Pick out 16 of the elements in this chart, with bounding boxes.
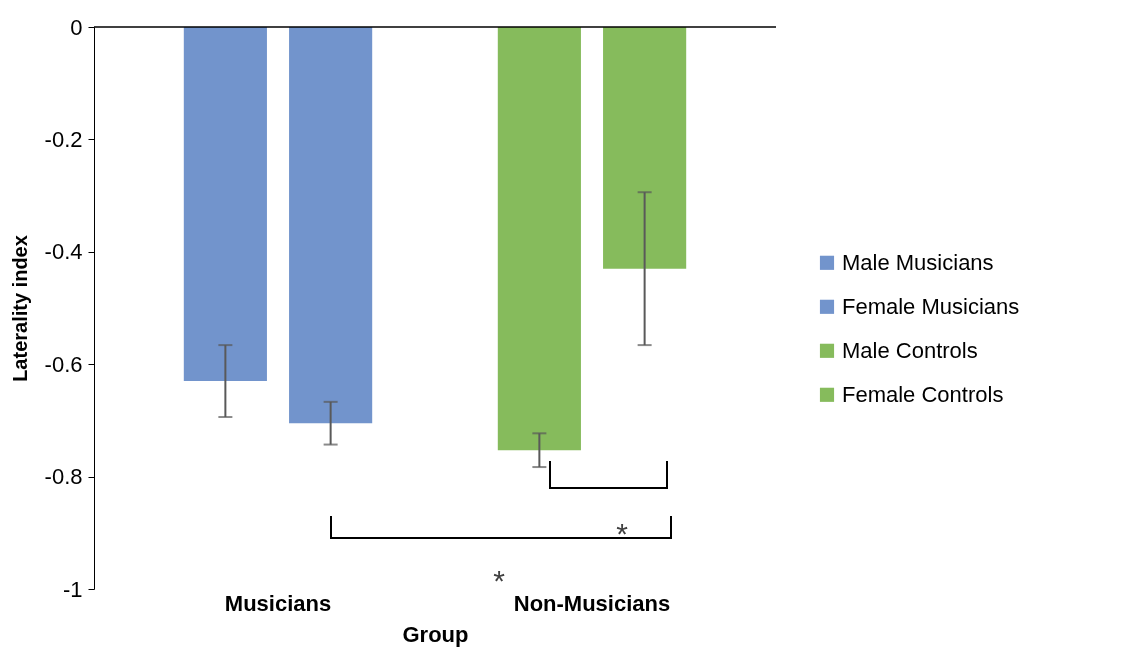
y-tick-label: -0.6 bbox=[44, 351, 83, 377]
x-axis-title: Group bbox=[402, 621, 469, 647]
x-tick-label: Musicians bbox=[224, 590, 332, 616]
y-tick-label: 0 bbox=[70, 14, 83, 40]
y-tick-label: -0.4 bbox=[44, 239, 83, 265]
annotation: * bbox=[616, 517, 629, 550]
x-tick-label: Non-Musicians bbox=[513, 590, 671, 616]
y-tick-label: -0.2 bbox=[44, 126, 83, 152]
y-axis-title: Laterality index bbox=[8, 235, 31, 382]
legend-label: Male Controls bbox=[842, 337, 978, 363]
legend-label: Female Controls bbox=[842, 381, 1004, 407]
y-tick-label: -0.8 bbox=[44, 464, 83, 490]
y-tick-label: -1 bbox=[62, 576, 83, 602]
annotation: * bbox=[493, 564, 506, 597]
legend-label: Male Musicians bbox=[842, 249, 994, 275]
legend-label: Female Musicians bbox=[842, 293, 1020, 319]
